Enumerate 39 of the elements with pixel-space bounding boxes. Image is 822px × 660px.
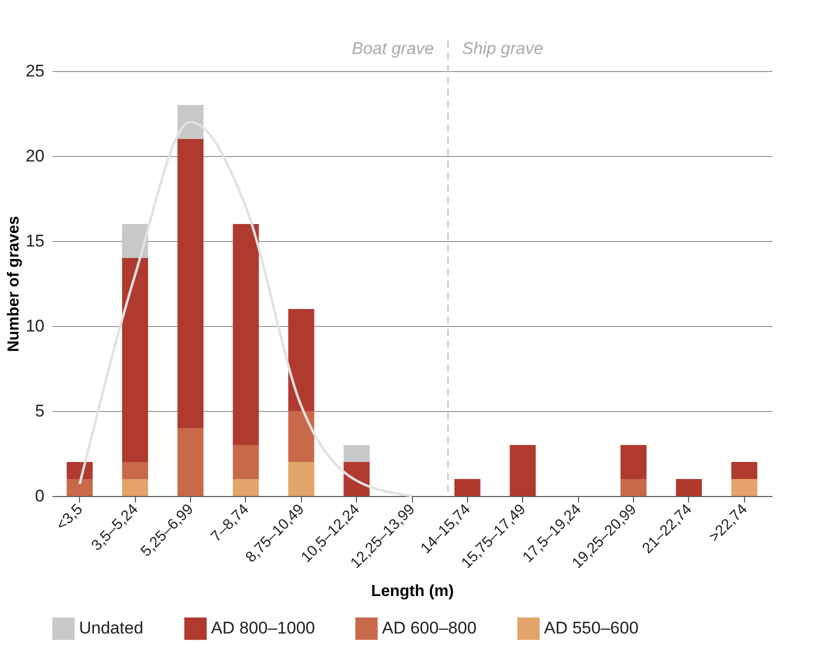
- y-tick-label: 0: [35, 486, 44, 506]
- bar: [122, 258, 148, 462]
- y-tick-label: 25: [26, 62, 44, 80]
- bar: [676, 479, 702, 496]
- bar: [232, 445, 259, 479]
- bar: [177, 139, 204, 428]
- bar: [66, 479, 93, 496]
- bar: [731, 462, 758, 479]
- legend-label: AD 550–600: [544, 618, 639, 638]
- y-axis-title: Number of graves: [6, 216, 23, 352]
- bar: [288, 411, 314, 462]
- bar: [122, 462, 148, 479]
- legend-label: Undated: [79, 618, 144, 638]
- bar: [620, 445, 647, 479]
- bar: [232, 224, 259, 445]
- bar: [288, 462, 314, 496]
- bar: [344, 445, 370, 462]
- line-series: [78, 120, 414, 498]
- bar: [177, 428, 204, 496]
- bar: [454, 479, 480, 496]
- bar: [620, 479, 647, 496]
- y-tick-label: 5: [35, 402, 44, 420]
- y-tick-label: 10: [26, 316, 44, 336]
- text: Ship grave: [462, 39, 544, 58]
- bar: [122, 224, 148, 258]
- bar: [731, 479, 758, 496]
- x-tick-label: <3,5: [53, 500, 86, 534]
- bar: [510, 445, 536, 496]
- legend-label: AD 600–800: [382, 618, 477, 638]
- bar: [232, 479, 259, 496]
- x-axis-title: Length (m): [371, 583, 454, 600]
- text: Boat grave: [352, 39, 434, 58]
- y-tick-label: 20: [26, 146, 44, 166]
- bar: [122, 479, 148, 496]
- bar: [288, 309, 314, 411]
- bar: [344, 462, 370, 496]
- legend-label: AD 800–1000: [211, 618, 315, 638]
- bar: [177, 105, 204, 139]
- y-tick-label: 15: [26, 232, 44, 250]
